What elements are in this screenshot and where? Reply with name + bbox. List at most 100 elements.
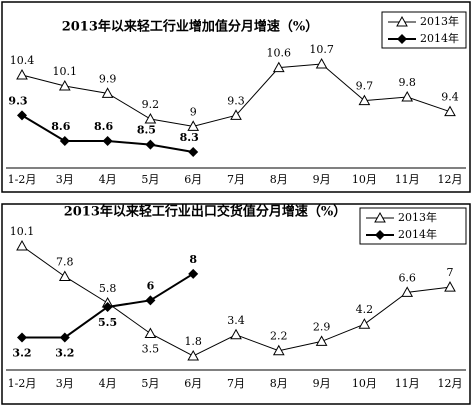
x-tick-label: 11月: [395, 173, 420, 186]
data-label: 6: [147, 279, 155, 292]
diamond-marker: [102, 136, 113, 146]
legend-box: [359, 207, 467, 245]
legend-label: 2014年: [398, 227, 437, 241]
data-label: 10.4: [10, 54, 35, 67]
data-label: 9.9: [99, 72, 117, 85]
data-label: 1.8: [184, 335, 202, 348]
triangle-marker: [101, 87, 114, 98]
chart-frame: [1, 1, 471, 193]
x-tick-label: 5月: [141, 377, 159, 390]
data-label: 8.5: [137, 124, 156, 137]
data-label: 10.1: [53, 65, 78, 78]
diamond-marker: [188, 147, 199, 157]
data-label: 10.1: [10, 225, 35, 238]
x-tick-label: 11月: [395, 377, 420, 390]
triangle-marker: [272, 61, 285, 73]
data-label: 9.2: [142, 98, 160, 111]
data-label: 8: [189, 253, 197, 266]
diamond-marker: [375, 230, 385, 240]
data-label: 9: [190, 105, 197, 118]
chart-frame: [1, 203, 471, 405]
data-label: 5.8: [99, 282, 117, 295]
x-tick-label: 6月: [184, 377, 202, 390]
data-label: 9.3: [227, 94, 245, 107]
x-tick-label: 1-2月: [8, 377, 37, 390]
data-label: 8.3: [180, 131, 199, 144]
diamond-marker: [59, 136, 70, 146]
diamond-marker: [188, 268, 199, 279]
data-label: 3.2: [12, 346, 31, 359]
legend-label: 2014年: [420, 31, 459, 45]
triangle-marker: [144, 327, 157, 338]
data-label: 9.8: [398, 76, 416, 89]
triangle-marker: [401, 286, 414, 297]
chart-title: 2013年以来轻工行业增加值分月增速（%）: [62, 19, 319, 35]
x-tick-label: 4月: [99, 377, 117, 390]
x-tick-label: 3月: [56, 377, 74, 390]
data-label: 2.9: [313, 320, 331, 333]
data-label: 3.5: [142, 342, 160, 355]
data-label: 9.3: [8, 94, 27, 107]
diamond-marker: [59, 332, 70, 343]
triangle-marker: [401, 90, 414, 102]
x-tick-label: 7月: [227, 377, 245, 390]
series-line: [21, 245, 451, 357]
x-tick-label: 6月: [184, 173, 202, 186]
diamond-marker: [17, 332, 27, 343]
data-label: 9.7: [356, 80, 374, 93]
data-label: 6.6: [398, 271, 416, 284]
x-tick-label: 8月: [270, 173, 288, 186]
x-tick-label: 12月: [438, 377, 463, 390]
data-label: 8.6: [94, 120, 113, 133]
data-label: 8.6: [51, 120, 70, 133]
x-tick-label: 4月: [99, 173, 117, 186]
data-label: 4.2: [356, 303, 374, 316]
triangle-marker: [187, 120, 200, 131]
data-label: 10.7: [309, 43, 334, 56]
x-tick-label: 3月: [56, 173, 74, 186]
triangle-marker: [16, 239, 28, 251]
data-label: 3.2: [55, 346, 74, 359]
chart-title: 2013年以来轻工行业出口交货值分月增速（%）: [64, 204, 347, 220]
triangle-marker: [396, 15, 408, 27]
triangle-marker: [58, 270, 71, 281]
triangle-marker: [230, 328, 242, 340]
triangle-marker: [358, 94, 371, 106]
triangle-marker: [187, 349, 200, 361]
x-tick-label: 9月: [313, 173, 331, 186]
triangle-marker: [230, 109, 242, 120]
data-label: 10.6: [267, 47, 292, 60]
triangle-marker: [444, 105, 456, 117]
triangle-marker: [272, 344, 285, 356]
triangle-marker: [358, 318, 371, 329]
triangle-marker: [315, 335, 328, 346]
data-label: 9.4: [441, 91, 459, 104]
legend-label: 2013年: [398, 210, 437, 224]
x-tick-label: 5月: [141, 173, 159, 186]
data-label: 5.5: [98, 316, 117, 329]
diamond-marker: [145, 295, 156, 306]
diamond-marker: [17, 110, 27, 121]
x-tick-label: 7月: [227, 173, 245, 186]
data-label: 2.2: [270, 330, 288, 343]
x-tick-label: 8月: [270, 377, 288, 390]
data-label: 7: [447, 266, 454, 279]
x-tick-label: 12月: [438, 173, 463, 186]
x-tick-label: 1-2月: [8, 173, 37, 186]
data-label: 7.8: [56, 255, 74, 268]
triangle-marker: [144, 112, 157, 124]
triangle-marker: [315, 57, 328, 69]
x-tick-label: 9月: [313, 377, 331, 390]
data-label: 3.4: [227, 314, 245, 327]
diamond-marker: [397, 34, 407, 44]
diamond-marker: [102, 301, 113, 312]
triangle-marker: [58, 79, 71, 91]
triangle-marker: [444, 281, 456, 292]
diamond-marker: [145, 139, 156, 150]
legend-box: [381, 11, 467, 49]
x-tick-label: 10月: [352, 377, 377, 390]
triangle-marker: [374, 211, 386, 223]
legend-label: 2013年: [420, 14, 459, 28]
triangle-marker: [16, 68, 28, 80]
